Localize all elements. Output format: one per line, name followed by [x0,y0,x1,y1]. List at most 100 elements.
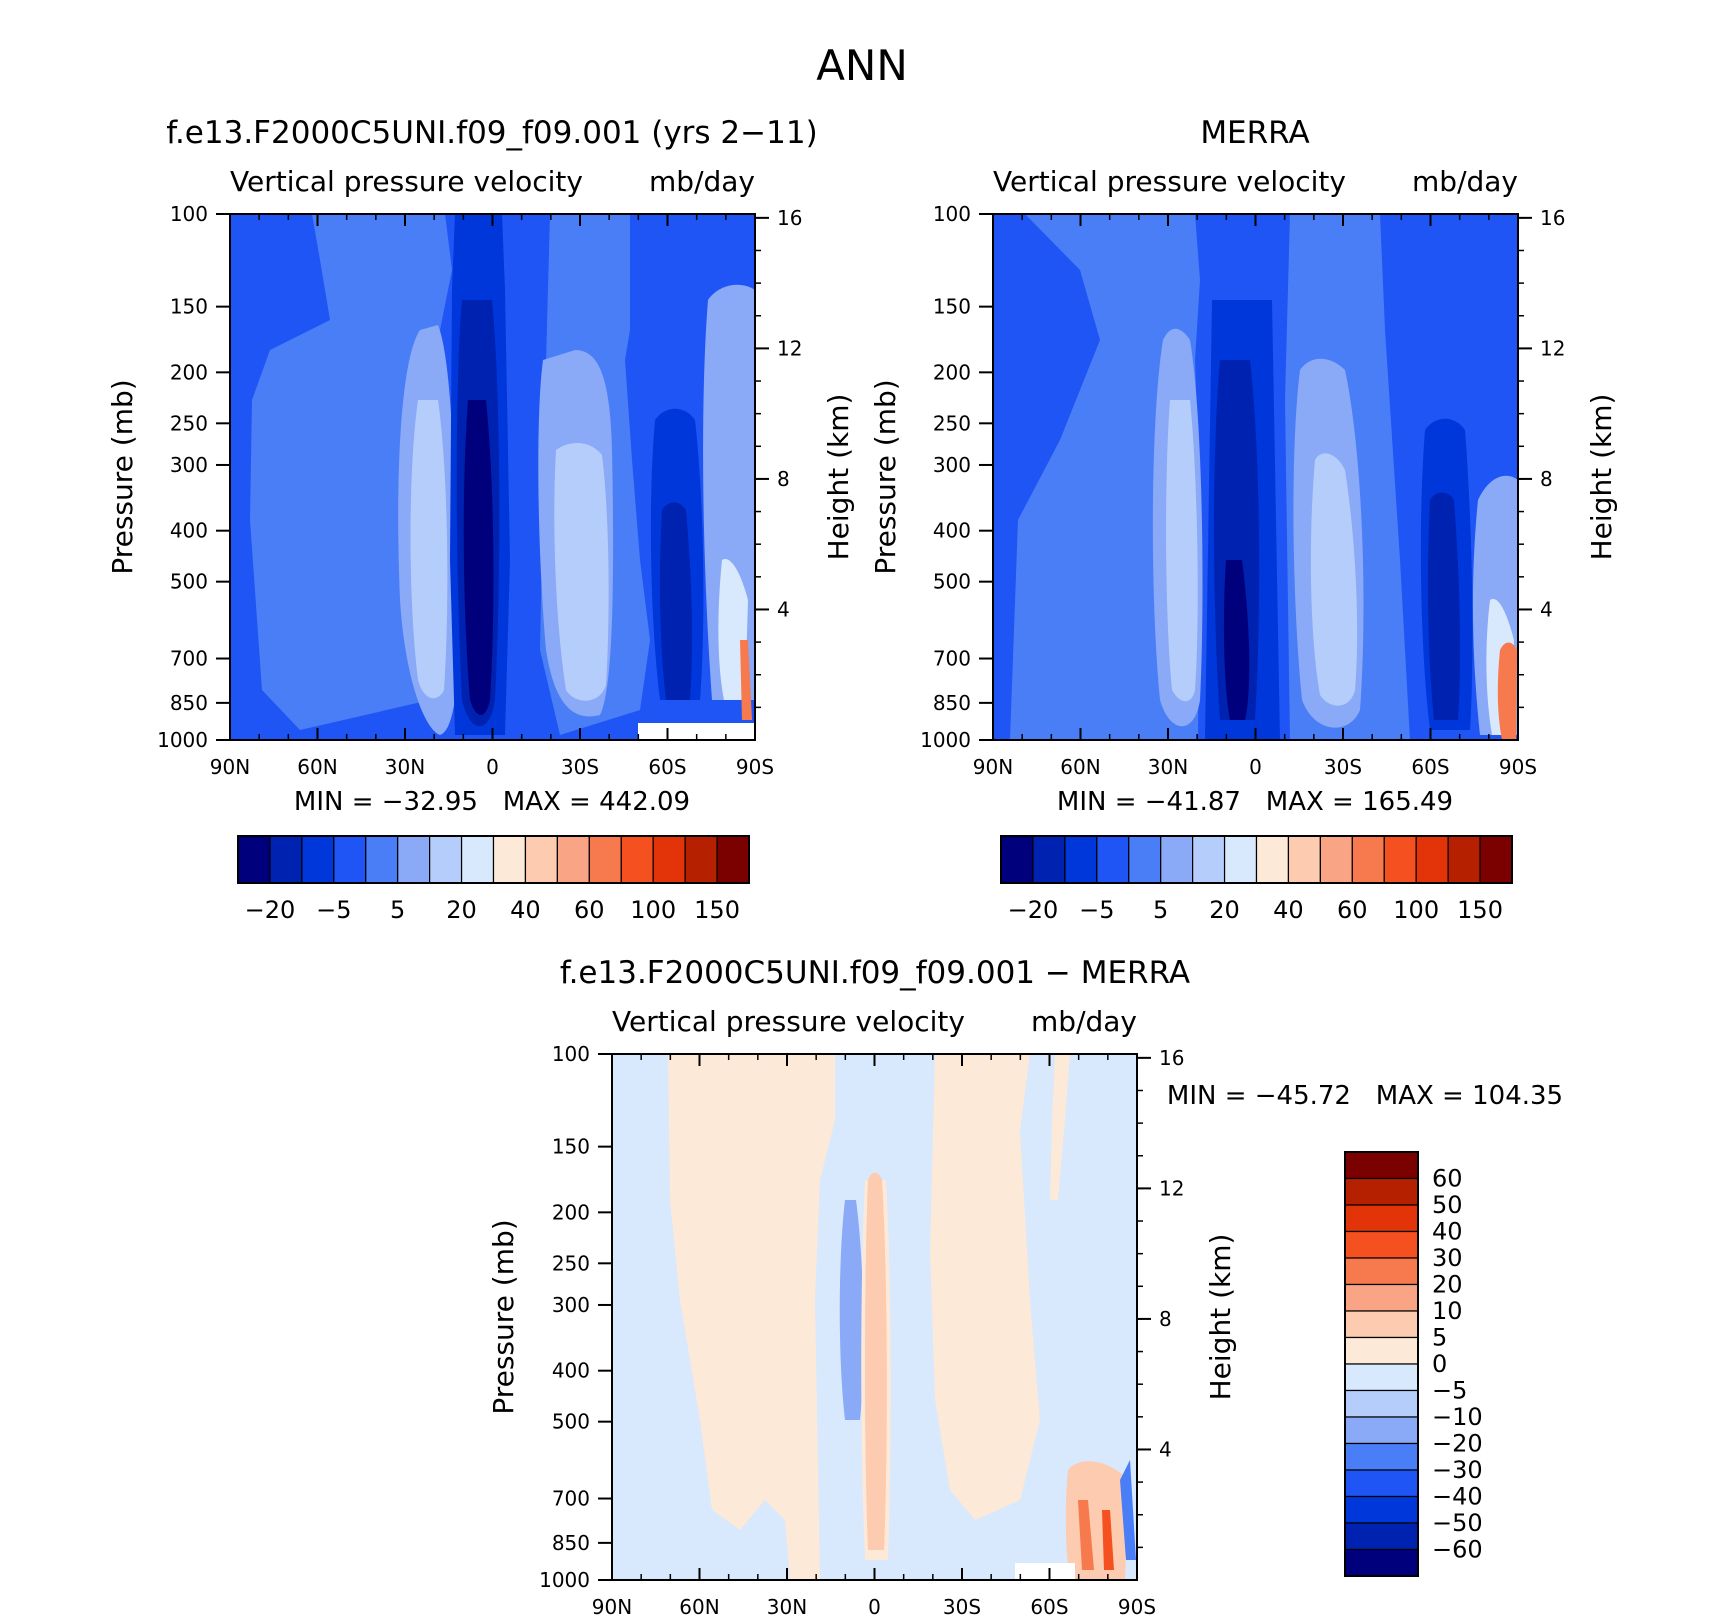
colorbar-swatch [1344,1336,1419,1365]
colorbar-swatch [460,835,495,884]
colorbar-frame [1000,835,1513,884]
figure-title: ANN [816,41,908,90]
contour-field [993,214,1518,740]
y2-tick-label: 12 [1540,336,1565,360]
y-tick-label: 500 [552,1410,590,1434]
y-axis-label: Pressure (mb) [869,379,902,574]
colorbar-frame [237,835,750,884]
colorbar-swatch [1255,835,1290,884]
panel-obs: MERRA Vertical pressure velocity mb/day … [869,115,1618,924]
colorbar-label: 40 [1432,1218,1463,1246]
y-tick-label: 200 [170,360,208,384]
y2-axis-label: Height (km) [1204,1234,1237,1401]
region-strong-descent-30n [410,400,448,699]
colorbar-swatch [1344,1416,1419,1445]
y-tick-label: 500 [933,570,971,594]
region-positive-subsidence [1050,1054,1070,1200]
colorbar-label: 5 [1432,1324,1447,1352]
y2-tick-label: 8 [1540,467,1553,491]
region-positive-south [930,1054,1040,1520]
y-tick-label: 850 [933,691,971,715]
y2-tick-label: 12 [777,336,802,360]
y-tick-label: 700 [933,647,971,671]
panel-title: f.e13.F2000C5UNI.f09_f09.001 − MERRA [560,955,1190,991]
y2-tick-label: 16 [1159,1046,1184,1070]
region-positive-omega [740,640,752,720]
colorbar-label: 5 [390,896,405,924]
y2-tick-label: 4 [1540,597,1553,621]
y-tick-label: 300 [170,453,208,477]
colorbar-label: 20 [1209,896,1240,924]
colorbar-swatch [1344,1469,1419,1498]
colorbar-swatch [588,835,622,884]
colorbar-swatch [1344,1230,1419,1259]
colorbar-swatch [429,835,463,884]
x-tick-label: 60S [1030,1595,1068,1616]
axis-ticks: 90N 60N 30N 0 30S 60S 90S 100 150 200 250 300 400 500… [157,202,802,779]
x-tick-label: 0 [486,755,499,779]
y-tick-label: 850 [552,1531,590,1555]
colorbar-label: −5 [316,896,351,924]
panel-right-label: mb/day [1412,165,1518,198]
colorbar-label: −60 [1432,1536,1483,1564]
region-negative-polar [1120,1460,1136,1560]
colorbar-swatch [1096,835,1130,884]
region-ascent-60s-core [1427,492,1461,720]
y-tick-label: 200 [552,1200,590,1224]
y-tick-label: 100 [552,1042,590,1066]
stats-text: MIN = −41.87 MAX = 165.49 [1057,787,1453,817]
colorbar-swatch [1344,1363,1419,1392]
colorbar-swatch [1383,835,1417,884]
panel-title: MERRA [1200,115,1309,151]
y2-tick-label: 16 [777,206,802,230]
colorbar-label: −20 [1008,896,1059,924]
panel-title: f.e13.F2000C5UNI.f09_f09.001 (yrs 2−11) [166,115,817,151]
colorbar-swatch [1344,1389,1419,1418]
y2-tick-label: 8 [777,467,790,491]
colorbar-swatch [1344,1257,1419,1286]
colorbar-swatch [1344,1283,1419,1312]
x-tick-label: 30S [561,755,599,779]
colorbar-label: −20 [245,896,296,924]
x-tick-label: 60N [297,755,337,779]
colorbar-swatch [1344,1442,1419,1471]
x-tick-label: 90S [1499,755,1537,779]
colorbar-label: 60 [1432,1165,1463,1193]
y-tick-label: 850 [170,691,208,715]
region-ascent-60s-core [659,502,693,700]
colorbar-swatch [1344,1522,1419,1551]
x-tick-label: 90N [592,1595,632,1616]
region-positive-core-eq [865,1172,887,1550]
stats-text: MIN = −45.72 MAX = 104.35 [1167,1081,1563,1111]
colorbar-label: 150 [1457,896,1503,924]
y-axis-label: Pressure (mb) [106,379,139,574]
colorbar-swatch [1319,835,1353,884]
y-tick-label: 1000 [920,728,971,752]
y-tick-label: 1000 [539,1568,590,1592]
region-strong-descent-30s [554,443,609,701]
region-positive-polar-strong [1078,1500,1094,1570]
colorbar-label: 100 [630,896,676,924]
y2-tick-label: 4 [777,597,790,621]
region-itcz-peak [463,400,494,715]
y-tick-label: 150 [170,295,208,319]
y-tick-label: 400 [552,1359,590,1383]
y-tick-label: 100 [933,202,971,226]
x-tick-label: 30N [1148,755,1188,779]
colorbar-swatch [237,835,271,884]
colorbar-swatch [524,835,558,884]
colorbar-label: 0 [1432,1350,1447,1378]
panel-right-label: mb/day [1031,1005,1137,1038]
colorbar-label: 150 [694,896,740,924]
y-tick-label: 300 [552,1293,590,1317]
y-tick-label: 700 [170,647,208,671]
region-strong-descent-30s [1310,453,1358,706]
x-tick-label: 90N [973,755,1013,779]
colorbar-swatch [1287,835,1321,884]
contour-field [612,1054,1137,1580]
y-tick-label: 400 [170,519,208,543]
colorbar-swatch [1344,1548,1419,1577]
y-tick-label: 250 [170,411,208,435]
